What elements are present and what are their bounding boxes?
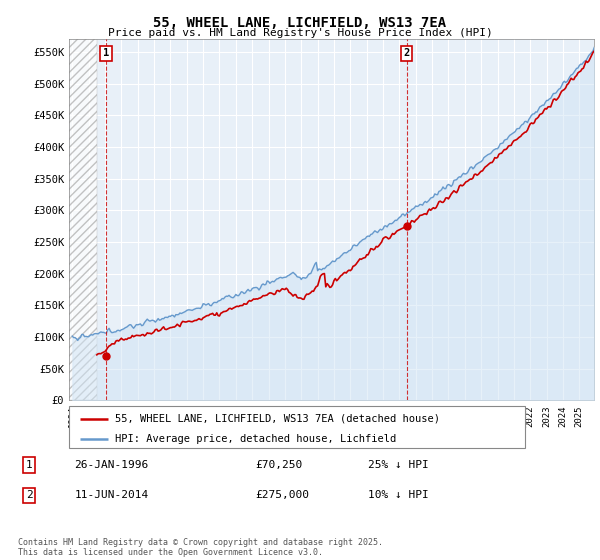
Text: 1: 1	[103, 48, 109, 58]
Text: 11-JUN-2014: 11-JUN-2014	[74, 491, 149, 501]
Text: £70,250: £70,250	[255, 460, 302, 470]
Text: 55, WHEEL LANE, LICHFIELD, WS13 7EA: 55, WHEEL LANE, LICHFIELD, WS13 7EA	[154, 16, 446, 30]
Text: 2: 2	[403, 48, 410, 58]
Polygon shape	[69, 39, 97, 400]
Text: Contains HM Land Registry data © Crown copyright and database right 2025.
This d: Contains HM Land Registry data © Crown c…	[18, 538, 383, 557]
Text: 26-JAN-1996: 26-JAN-1996	[74, 460, 149, 470]
FancyBboxPatch shape	[69, 406, 525, 448]
Text: 2: 2	[26, 491, 32, 501]
Text: 10% ↓ HPI: 10% ↓ HPI	[368, 491, 428, 501]
Text: 55, WHEEL LANE, LICHFIELD, WS13 7EA (detached house): 55, WHEEL LANE, LICHFIELD, WS13 7EA (det…	[115, 414, 440, 423]
Text: £275,000: £275,000	[255, 491, 309, 501]
Text: HPI: Average price, detached house, Lichfield: HPI: Average price, detached house, Lich…	[115, 434, 396, 444]
Text: 25% ↓ HPI: 25% ↓ HPI	[368, 460, 428, 470]
Text: Price paid vs. HM Land Registry's House Price Index (HPI): Price paid vs. HM Land Registry's House …	[107, 28, 493, 38]
Text: 1: 1	[26, 460, 32, 470]
